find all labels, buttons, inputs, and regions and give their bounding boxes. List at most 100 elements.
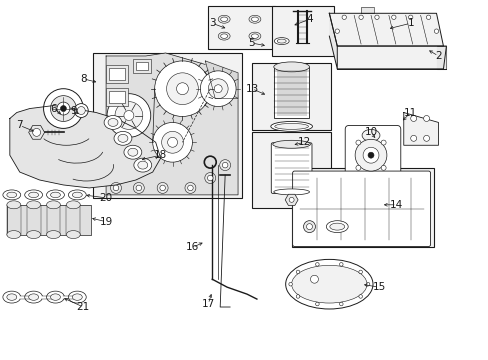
Circle shape <box>160 185 165 191</box>
Circle shape <box>366 282 369 286</box>
Text: 20: 20 <box>100 193 112 203</box>
Ellipse shape <box>3 291 20 303</box>
Bar <box>109 91 124 103</box>
Polygon shape <box>403 113 438 145</box>
Circle shape <box>200 71 236 107</box>
Circle shape <box>176 83 188 95</box>
FancyBboxPatch shape <box>345 125 400 181</box>
Text: 9: 9 <box>70 105 77 116</box>
FancyBboxPatch shape <box>292 171 429 247</box>
Polygon shape <box>328 13 443 46</box>
Ellipse shape <box>25 291 42 303</box>
Ellipse shape <box>218 32 230 40</box>
Ellipse shape <box>7 231 20 239</box>
Circle shape <box>306 224 312 230</box>
Ellipse shape <box>273 62 309 72</box>
Circle shape <box>288 197 293 202</box>
Ellipse shape <box>72 294 82 300</box>
Circle shape <box>136 185 142 191</box>
Ellipse shape <box>114 131 132 145</box>
Ellipse shape <box>74 104 88 117</box>
Circle shape <box>380 140 386 145</box>
Polygon shape <box>205 61 238 99</box>
Circle shape <box>358 294 362 298</box>
Circle shape <box>115 102 142 129</box>
Circle shape <box>214 85 222 93</box>
Ellipse shape <box>3 190 20 200</box>
Polygon shape <box>337 46 446 69</box>
Circle shape <box>288 282 292 286</box>
Bar <box>106 88 128 105</box>
Ellipse shape <box>27 201 41 209</box>
Text: 17: 17 <box>201 299 214 309</box>
Circle shape <box>339 262 343 266</box>
Ellipse shape <box>220 34 227 39</box>
Ellipse shape <box>277 39 285 43</box>
Bar <box>93 53 242 198</box>
Ellipse shape <box>66 231 80 239</box>
Bar <box>63 296 77 298</box>
Circle shape <box>339 302 343 306</box>
Bar <box>271 6 334 56</box>
Ellipse shape <box>50 294 61 300</box>
Text: 19: 19 <box>99 217 112 227</box>
Circle shape <box>207 175 213 181</box>
Ellipse shape <box>27 231 41 239</box>
Ellipse shape <box>361 129 379 141</box>
Bar <box>273 67 309 118</box>
Bar <box>136 62 147 70</box>
Circle shape <box>380 165 386 170</box>
Circle shape <box>334 29 339 33</box>
Circle shape <box>187 185 193 191</box>
Text: 15: 15 <box>371 282 385 292</box>
Text: 16: 16 <box>185 243 199 252</box>
Ellipse shape <box>272 140 310 148</box>
Circle shape <box>362 147 378 163</box>
Circle shape <box>110 183 121 193</box>
Circle shape <box>355 165 360 170</box>
Text: 10: 10 <box>364 127 377 138</box>
Ellipse shape <box>325 221 347 233</box>
Ellipse shape <box>274 123 308 129</box>
Text: 6: 6 <box>50 104 57 113</box>
Polygon shape <box>360 7 373 13</box>
FancyBboxPatch shape <box>271 143 311 193</box>
Circle shape <box>154 61 210 117</box>
Circle shape <box>162 131 183 153</box>
Circle shape <box>355 140 360 145</box>
Circle shape <box>152 122 192 162</box>
Polygon shape <box>106 53 238 195</box>
Circle shape <box>113 185 119 191</box>
Bar <box>109 68 124 80</box>
Circle shape <box>222 162 227 168</box>
Ellipse shape <box>270 121 312 131</box>
Text: 1: 1 <box>407 18 413 28</box>
Circle shape <box>166 73 198 105</box>
Circle shape <box>433 29 438 33</box>
Circle shape <box>407 15 412 19</box>
Ellipse shape <box>46 231 61 239</box>
Bar <box>276 69 306 117</box>
Circle shape <box>184 183 196 193</box>
Text: 18: 18 <box>154 150 167 160</box>
Ellipse shape <box>7 201 20 209</box>
Circle shape <box>33 129 41 136</box>
Ellipse shape <box>46 201 61 209</box>
Ellipse shape <box>77 107 85 114</box>
Ellipse shape <box>123 145 142 159</box>
Ellipse shape <box>46 190 64 200</box>
Text: 4: 4 <box>305 14 312 24</box>
Circle shape <box>204 172 215 184</box>
Text: 21: 21 <box>77 302 90 312</box>
Circle shape <box>123 111 134 121</box>
Ellipse shape <box>291 265 366 303</box>
Bar <box>133 59 150 73</box>
Bar <box>208 6 274 49</box>
Circle shape <box>107 94 150 137</box>
Ellipse shape <box>66 201 80 209</box>
Text: 7: 7 <box>17 121 23 130</box>
Bar <box>41 296 55 298</box>
Circle shape <box>133 183 144 193</box>
Ellipse shape <box>108 118 118 126</box>
Ellipse shape <box>218 15 230 23</box>
